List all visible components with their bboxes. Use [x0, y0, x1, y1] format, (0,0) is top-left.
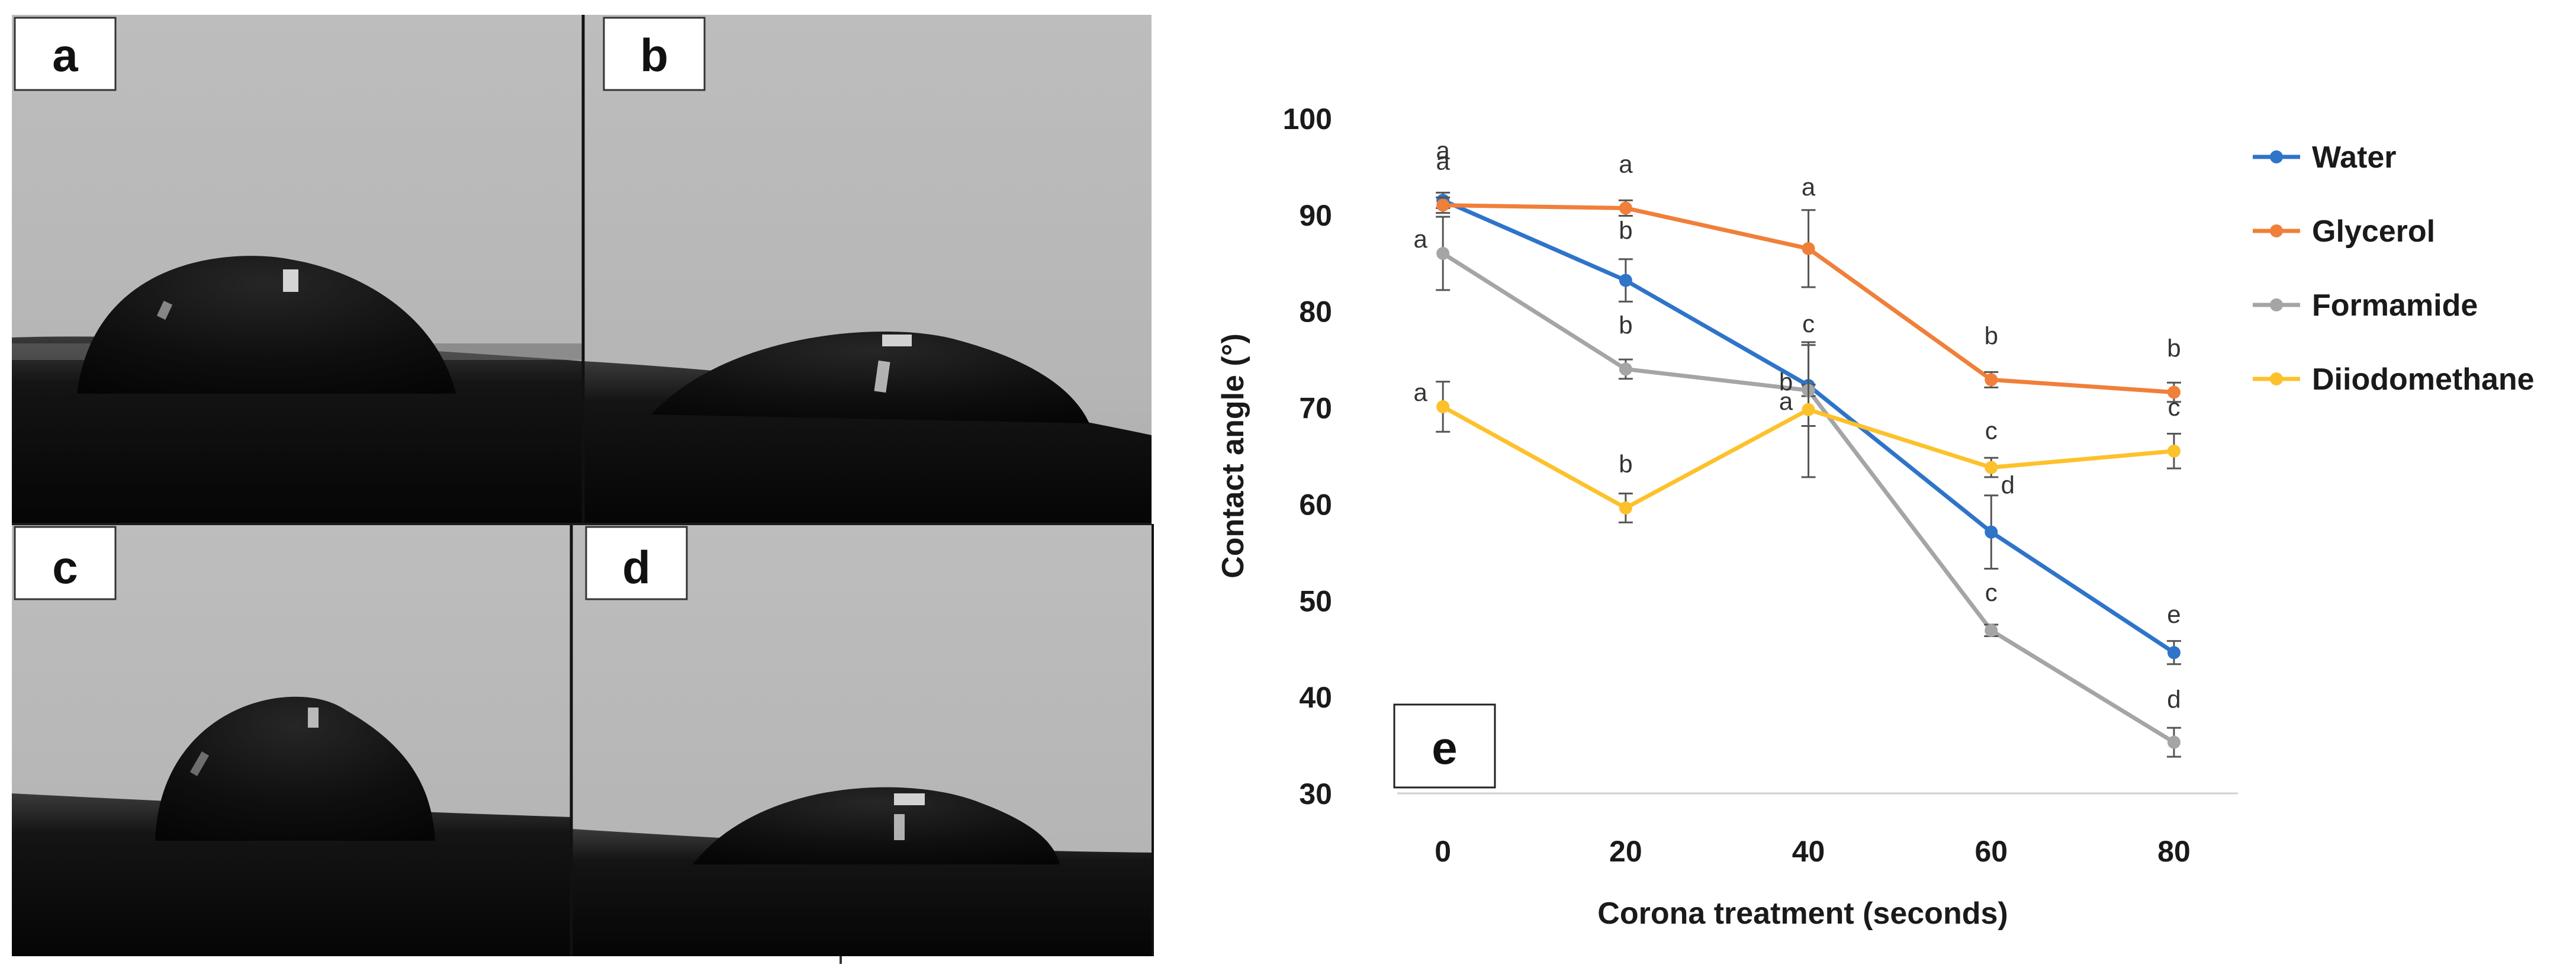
y-axis-title: Contact angle (°)	[1216, 333, 1250, 578]
data-point-water	[1985, 525, 1998, 539]
droplet-photo-grid: a b c d	[12, 15, 1154, 964]
legend-label-water: Water	[2312, 140, 2397, 175]
significance-letter-formamide: a	[1413, 225, 1427, 253]
significance-letter-glycerol: a	[1619, 150, 1633, 178]
panel-label-d: d	[622, 541, 651, 593]
legend-item-water: Water	[2253, 140, 2397, 175]
data-point-glycerol	[2167, 385, 2181, 399]
significance-letter-water: d	[2001, 471, 2015, 499]
data-point-diiodomethane	[2167, 444, 2181, 458]
y-tick-label: 70	[1299, 392, 1332, 425]
data-point-water	[2167, 646, 2181, 660]
data-point-diiodomethane	[1985, 461, 1998, 474]
y-tick-label: 90	[1299, 199, 1332, 232]
data-point-formamide	[2167, 735, 2181, 749]
legend-label-diiodomethane: Diiodomethane	[2312, 362, 2535, 397]
photo-panel-c: c	[12, 524, 571, 956]
data-point-diiodomethane	[1619, 501, 1632, 515]
significance-letter-glycerol: b	[2167, 335, 2181, 362]
significance-letter-glycerol: b	[1985, 321, 1998, 349]
legend-label-formamide: Formamide	[2312, 288, 2478, 323]
significance-letter-water: c	[1802, 310, 1815, 337]
legend-label-glycerol: Glycerol	[2312, 214, 2435, 249]
x-tick-label: 80	[2157, 835, 2191, 868]
legend-swatch-marker	[2270, 150, 2283, 163]
significance-letter-diiodomethane: c	[1985, 417, 1998, 445]
panel-label-c: c	[52, 541, 78, 593]
data-point-diiodomethane	[1802, 403, 1815, 416]
droplet-c	[155, 696, 435, 841]
legend-swatch-marker	[2270, 298, 2283, 311]
legend-item-formamide: Formamide	[2253, 288, 2478, 323]
droplet-b	[651, 331, 1089, 423]
significance-letter-diiodomethane: a	[1779, 387, 1793, 415]
photo-panel-d: d	[571, 524, 1152, 956]
y-tick-label: 100	[1283, 102, 1332, 136]
droplet-d	[693, 787, 1060, 864]
data-point-formamide	[1619, 362, 1632, 376]
y-tick-label: 50	[1299, 584, 1332, 618]
y-tick-label: 60	[1299, 488, 1332, 521]
x-tick-label: 20	[1609, 835, 1642, 868]
droplet-a	[77, 256, 456, 394]
data-point-formamide	[1985, 623, 1998, 637]
significance-letter-formamide: c	[1985, 578, 1998, 606]
series-glycerol: a a a b b	[1436, 147, 2181, 403]
x-tick-label: 40	[1792, 835, 1825, 868]
data-point-glycerol	[1619, 201, 1632, 215]
significance-letter-water: e	[2167, 600, 2181, 628]
data-point-diiodomethane	[1436, 400, 1450, 413]
significance-letter-formamide: d	[2167, 686, 2181, 713]
photo-panel-b: b	[583, 15, 1152, 524]
photo-panel-a: a	[12, 15, 583, 524]
panel-label-b: b	[640, 29, 668, 81]
significance-letter-water: a	[1436, 136, 1450, 164]
chart-legend: Water Glycerol Formamide Diiodomethane	[2253, 140, 2535, 397]
x-tick-label: 0	[1435, 835, 1451, 868]
legend-swatch-marker	[2270, 224, 2283, 237]
significance-letter-formamide: b	[1779, 368, 1793, 396]
legend-swatch-marker	[2270, 372, 2283, 385]
data-point-glycerol	[1985, 373, 1998, 387]
panel-label-a: a	[52, 29, 78, 81]
x-axis-title: Corona treatment (seconds)	[1597, 896, 2008, 931]
legend-item-glycerol: Glycerol	[2253, 214, 2435, 249]
data-point-glycerol	[1436, 198, 1450, 212]
data-point-glycerol	[1802, 242, 1815, 255]
significance-letter-diiodomethane: a	[1413, 378, 1427, 406]
significance-letter-glycerol: a	[1436, 147, 1450, 175]
panel-label-e-box: e	[1393, 703, 1496, 789]
data-point-formamide	[1436, 247, 1450, 260]
y-tick-label: 40	[1299, 681, 1332, 714]
significance-letter-diiodomethane: c	[2167, 393, 2180, 421]
chart-axes: 30 40 50 60 70 80 90 100 0 20 40 60 80	[1283, 102, 2238, 868]
y-tick-label: 30	[1299, 777, 1332, 811]
significance-letter-diiodomethane: b	[1619, 450, 1632, 478]
panel-label-e: e	[1432, 722, 1457, 774]
legend-item-diiodomethane: Diiodomethane	[2253, 362, 2535, 397]
significance-letter-glycerol: a	[1802, 173, 1816, 201]
y-tick-label: 80	[1299, 295, 1332, 329]
data-point-water	[1619, 274, 1632, 287]
x-tick-label: 60	[1974, 835, 2008, 868]
significance-letter-water: b	[1619, 217, 1632, 245]
significance-letter-formamide: b	[1619, 311, 1632, 339]
